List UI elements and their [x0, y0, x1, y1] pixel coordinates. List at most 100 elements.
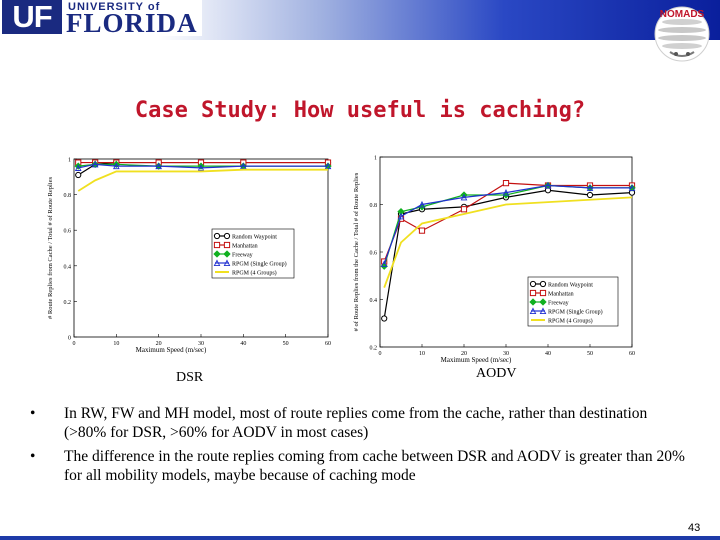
- data-point: [460, 193, 468, 201]
- x-tick-label: 30: [503, 351, 509, 357]
- bullet-list: • In RW, FW and MH model, most of route …: [30, 404, 690, 490]
- data-point: [213, 232, 221, 240]
- series-rpgm-4-groups: [383, 196, 633, 288]
- y-tick-label: 0.2: [370, 346, 378, 352]
- series-line: [383, 182, 632, 262]
- bullet-marker: •: [30, 448, 36, 465]
- data-point: [460, 206, 468, 213]
- bullet-item: • In RW, FW and MH model, most of route …: [30, 404, 690, 442]
- legend-label: Random Waypoint: [232, 235, 277, 241]
- y-tick-label: 1: [374, 156, 377, 162]
- series-line: [383, 189, 633, 319]
- uf-logo: UF UNIVERSITY of FLORIDA: [0, 0, 202, 38]
- series-line: [383, 196, 633, 288]
- data-point: [113, 162, 120, 170]
- page-number: 43: [688, 522, 701, 534]
- legend-label: RPGM (4 Groups): [548, 318, 593, 325]
- legend-label: Manhattan: [232, 244, 258, 250]
- bullet-marker: •: [30, 405, 36, 422]
- y-tick-label: 0.6: [64, 229, 72, 235]
- data-point: [155, 162, 162, 170]
- svg-text:NOMADS: NOMADS: [660, 9, 705, 20]
- y-axis-label: # Route Replies from Cache / Total # of …: [47, 177, 54, 320]
- series-line: [383, 184, 632, 265]
- data-point: [586, 191, 594, 199]
- data-point: [586, 184, 594, 191]
- x-tick-label: 60: [629, 351, 635, 357]
- data-point: [539, 280, 547, 288]
- x-tick-label: 20: [461, 351, 467, 357]
- data-point: [529, 298, 537, 306]
- series-line: [77, 168, 328, 192]
- legend-label: RPGM (Single Group): [232, 261, 287, 268]
- dsr-caption: DSR: [176, 370, 204, 385]
- y-tick-label: 0.6: [370, 251, 378, 257]
- data-point: [213, 259, 221, 267]
- y-tick-label: 0.4: [64, 264, 72, 270]
- bullet-item: • The difference in the route replies co…: [30, 447, 690, 485]
- x-tick-label: 10: [113, 341, 119, 347]
- legend: Random Waypoint Manhattan Freeway RPGM (Sin…: [211, 228, 295, 279]
- data-point: [197, 164, 205, 171]
- x-tick-label: 20: [156, 341, 162, 347]
- y-tick-label: 1: [68, 158, 71, 164]
- data-point: [397, 212, 405, 220]
- data-point: [213, 250, 221, 258]
- slide-title: Case Study: How useful is caching?: [134, 98, 586, 123]
- x-tick-label: 40: [240, 341, 246, 347]
- x-axis-label: Maximum Speed (m/sec): [136, 346, 207, 354]
- x-tick-label: 50: [587, 351, 593, 357]
- x-tick-label: 10: [419, 351, 425, 357]
- data-point: [628, 184, 636, 191]
- uf-logo-mark: UF: [2, 0, 62, 34]
- series-rpgm-single-group: [380, 181, 636, 267]
- aodv-caption: AODV: [476, 366, 517, 381]
- x-tick-label: 50: [283, 341, 289, 347]
- x-axis-label: Maximum Speed (m/sec): [441, 356, 512, 364]
- data-point: [324, 162, 332, 170]
- uf-logo-florida: FLORIDA: [66, 8, 198, 38]
- data-point: [502, 189, 510, 196]
- legend-label: Freeway: [232, 253, 253, 259]
- y-tick-label: 0.4: [370, 298, 378, 304]
- legend-label: RPGM (Single Group): [548, 309, 603, 316]
- legend-label: Freeway: [548, 301, 569, 307]
- data-point: [213, 241, 221, 249]
- data-point: [381, 315, 388, 322]
- x-tick-label: 0: [379, 351, 382, 357]
- y-axis-label: # of Route Replies from the Cache / Tota…: [353, 172, 360, 331]
- data-point: [223, 250, 231, 258]
- x-tick-label: 0: [73, 341, 76, 347]
- x-tick-label: 60: [325, 341, 331, 347]
- legend-label: Random Waypoint: [548, 283, 593, 289]
- x-tick-label: 30: [198, 341, 204, 347]
- data-point: [223, 241, 231, 249]
- header-bar: UF UNIVERSITY of FLORIDA NOMADS: [0, 0, 720, 62]
- data-point: [380, 260, 388, 267]
- data-point: [544, 181, 552, 189]
- data-point: [223, 259, 231, 267]
- data-point: [74, 164, 82, 171]
- data-point: [75, 171, 82, 179]
- legend-label: Manhattan: [548, 292, 574, 298]
- series-rpgm-4-groups: [77, 168, 328, 192]
- data-point: [223, 232, 231, 240]
- y-tick-label: 0.8: [370, 203, 378, 209]
- uf-logo-university: UNIVERSITY of: [68, 1, 161, 13]
- series-line: [78, 163, 328, 169]
- data-point: [418, 200, 426, 208]
- data-point: [91, 160, 99, 168]
- y-tick-label: 0: [68, 336, 71, 342]
- data-point: [529, 280, 537, 288]
- x-tick-label: 40: [545, 351, 551, 357]
- series-rpgm-single-group: [74, 160, 332, 171]
- data-point: [529, 307, 537, 315]
- legend: Random Waypoint Manhattan Freeway RPGM (Sin…: [527, 276, 619, 327]
- data-point: [539, 289, 547, 297]
- data-point: [539, 307, 547, 315]
- y-tick-label: 0.2: [64, 300, 72, 306]
- legend-label: RPGM (4 Groups): [232, 270, 277, 277]
- bullet-text: In RW, FW and MH model, most of route re…: [64, 405, 648, 441]
